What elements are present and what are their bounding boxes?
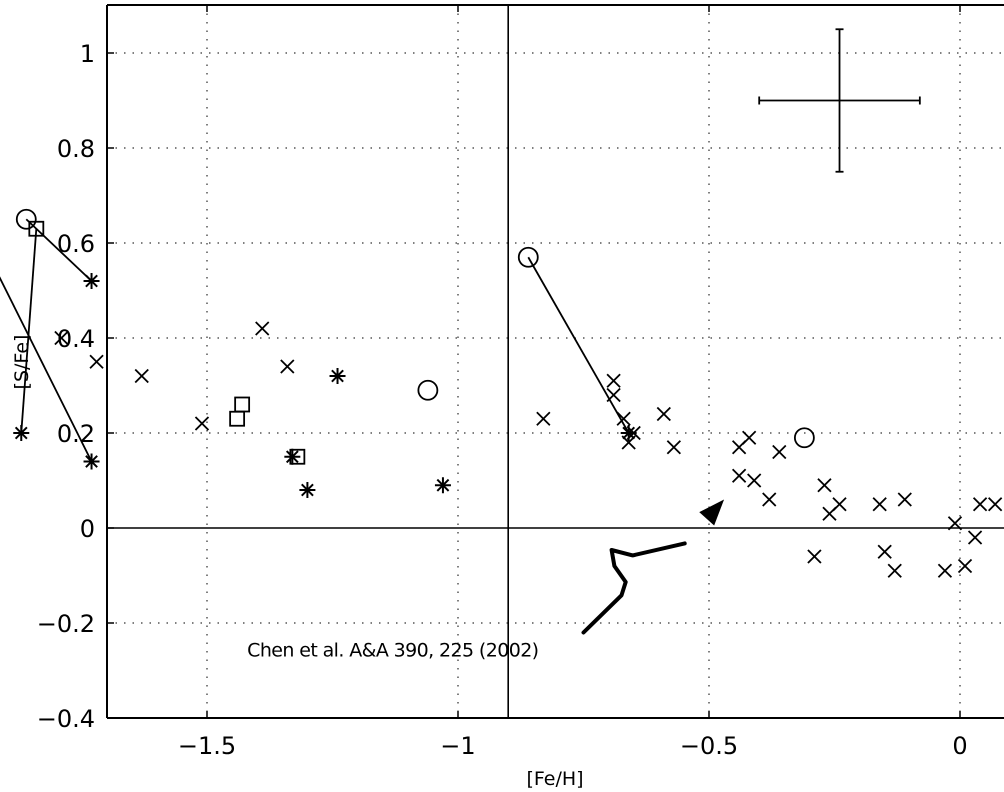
x-marker: [656, 406, 671, 422]
connector-line: [527, 256, 630, 434]
x-marker: [772, 444, 787, 460]
square-marker: [28, 220, 45, 237]
y-tick-label: 0.2: [57, 420, 95, 448]
y-tick-label: 0.4: [57, 325, 95, 353]
annotations: Nissen et al. A&A 415, 993 (2004)Chen et…: [247, 499, 725, 661]
x-marker: [872, 497, 887, 512]
error-bar: [758, 28, 921, 173]
y-axis-label: [S/Fe]: [11, 335, 33, 390]
x-marker: [937, 563, 953, 578]
circle-marker: [417, 379, 439, 401]
x-marker: [606, 373, 621, 388]
x-marker: [887, 563, 902, 578]
connector-lines: [0, 218, 630, 462]
circle-marker: [793, 427, 815, 449]
square-marker: [229, 410, 246, 427]
asterisk-marker: [83, 453, 100, 470]
x-marker: [194, 416, 210, 431]
x-marker: [54, 330, 69, 346]
annotation-arrowhead: [699, 499, 725, 526]
y-tick-label: 0.6: [57, 230, 95, 258]
square-marker: [234, 396, 251, 413]
asterisk-marker: [329, 368, 346, 384]
x-marker: [134, 368, 149, 384]
axes: [106, 4, 1004, 719]
grid: [107, 5, 1004, 719]
x-marker: [742, 430, 757, 445]
x-marker: [897, 492, 912, 507]
x-marker: [536, 411, 551, 426]
connector-line: [20, 228, 38, 434]
asterisk-marker: [299, 482, 316, 498]
x-marker: [89, 354, 104, 369]
x-marker: [877, 544, 892, 559]
x-marker: [957, 558, 973, 574]
x-marker: [666, 440, 681, 455]
x-marker: [762, 492, 777, 507]
circle-marker: [15, 208, 37, 230]
asterisk-marker: [620, 425, 637, 441]
y-tick-label: −0.4: [37, 705, 95, 733]
circle-marker: [517, 246, 539, 268]
x-marker: [832, 497, 847, 512]
x-marker: [967, 530, 983, 545]
x-marker: [606, 387, 621, 403]
x-marker: [807, 549, 822, 564]
tick-labels: −3−2.5−2−1.5−1−0.50−0.4−0.200.20.40.60.8…: [37, 40, 968, 760]
asterisk-marker: [13, 425, 30, 441]
x-marker: [988, 497, 1003, 512]
y-tick-label: 0: [80, 515, 95, 543]
x-marker: [255, 321, 270, 336]
reference-lines: [107, 5, 1004, 718]
x-tick-label: −1: [440, 732, 475, 760]
connector-line: [25, 218, 93, 282]
x-marker: [616, 411, 631, 426]
annotation-arrow-2: [581, 541, 687, 635]
x-marker: [747, 473, 762, 488]
x-marker: [972, 497, 988, 512]
square-marker: [289, 448, 306, 465]
annotation-label-2: Chen et al. A&A 390, 225 (2002): [247, 639, 538, 661]
y-tick-label: 1: [80, 40, 95, 68]
connector-line: [0, 276, 93, 462]
x-axis-label: [Fe/H]: [526, 768, 583, 790]
x-marker: [947, 516, 963, 531]
data-markers: [13, 208, 1003, 578]
x-tick-label: 0: [952, 732, 967, 760]
y-tick-label: 0.8: [57, 135, 95, 163]
x-marker: [280, 359, 295, 374]
x-marker: [817, 478, 832, 493]
x-tick-label: −1.5: [178, 732, 236, 760]
asterisk-marker: [434, 477, 451, 494]
x-marker: [731, 468, 747, 483]
y-tick-label: −0.2: [37, 610, 95, 638]
asterisk-marker: [284, 448, 301, 465]
asterisk-marker: [83, 273, 100, 289]
x-tick-label: −0.5: [680, 732, 738, 760]
